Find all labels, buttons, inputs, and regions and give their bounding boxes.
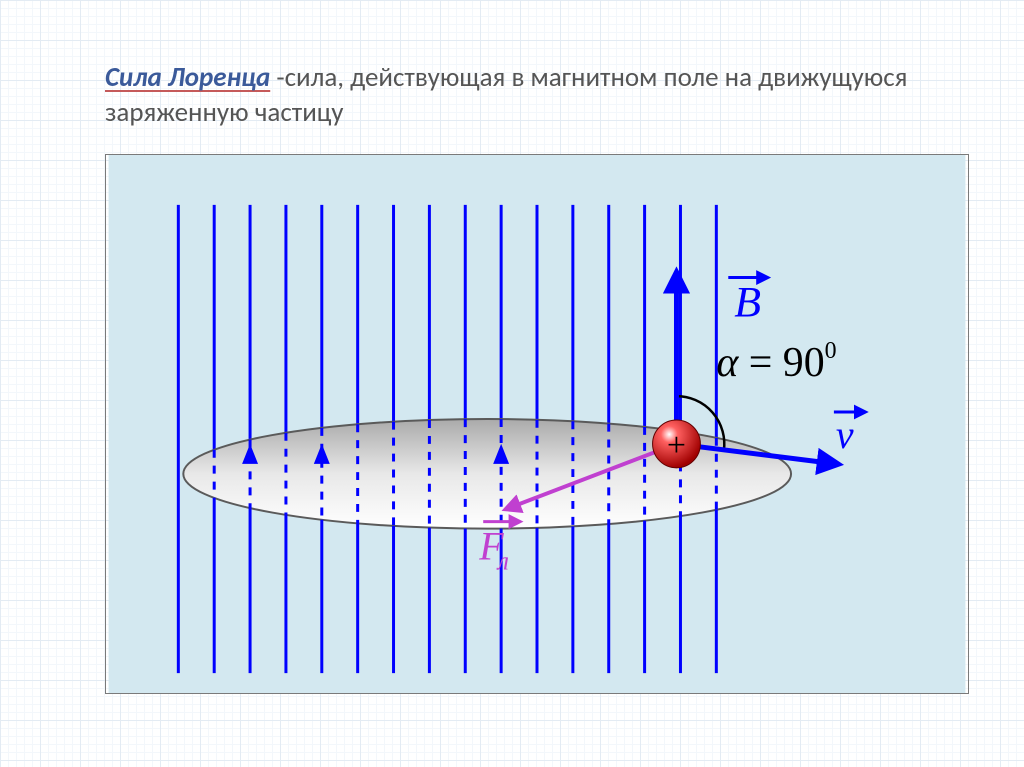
svg-text:α = 900: α = 900 (716, 338, 836, 386)
lorentz-diagram: + B v Fл α = 900 (106, 155, 968, 693)
slide-title: Сила Лоренца -сила, действующая в магнит… (105, 60, 969, 130)
label-alpha: α = 900 (716, 338, 836, 386)
diagram-container: + B v Fл α = 900 (105, 154, 969, 694)
orbit-disk (183, 419, 791, 529)
svg-text:v: v (836, 412, 854, 457)
slide-content: Сила Лоренца -сила, действующая в магнит… (105, 60, 969, 694)
particle-sign: + (667, 427, 686, 464)
svg-text:B: B (734, 279, 761, 327)
title-link-text: Сила Лоренца (105, 61, 270, 94)
